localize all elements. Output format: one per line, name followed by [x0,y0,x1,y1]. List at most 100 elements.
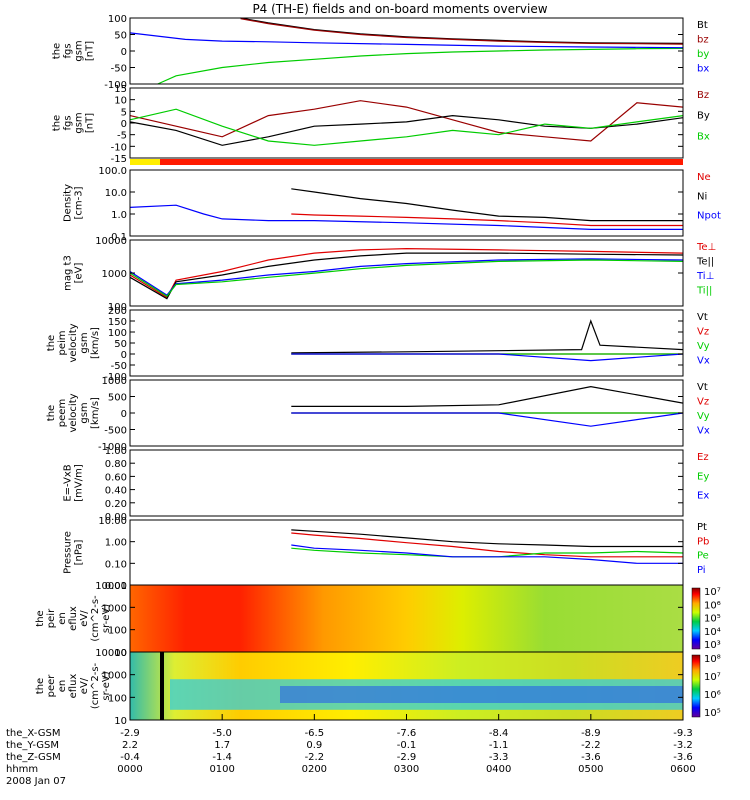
colorbar-tick: 10⁷ [704,672,721,683]
y-axis-label-line: gsm [74,112,85,133]
x-axis-value: -9.3 [673,728,693,739]
series-line-ti- [129,258,684,296]
y-axis-label-line: [km/s] [90,327,101,359]
legend-entry: Pi [697,565,706,576]
colorbar-tick: 10⁴ [704,627,721,638]
y-tick-label: 100 [108,302,127,313]
x-axis-value: 0600 [670,764,695,775]
y-axis-label-line: velocity [68,323,79,362]
y-tick-label: -50 [111,64,127,75]
y-tick-label: 1000 [102,376,127,387]
y-tick-label: 10.00 [98,516,127,527]
y-axis-label: E=-VxB[mV/m] [63,464,85,502]
panels: Btbzbybx100500-50-100thefgsgsm[nT]BzByBx… [35,14,721,727]
y-tick-label: 1.00 [105,446,127,457]
y-tick-label: 1000 [102,603,127,614]
panel-10: 10⁸10⁷10⁶10⁵10000100010010thepeereneflux… [35,648,721,727]
y-tick-label: 0.20 [105,499,127,510]
y-axis-label-line: Pressure [63,531,74,574]
y-tick-label: 10 [114,716,127,727]
x-axis-value: 0100 [209,764,234,775]
series-line-pi [291,544,683,564]
y-axis-label-line: [nT] [85,41,96,61]
legend-entry: Bx [697,131,710,142]
x-axis-value: 2.2 [122,740,138,751]
y-tick-label: -500 [104,426,127,437]
y-tick-label: -5 [117,131,127,142]
legend-entry: bz [697,35,709,46]
series-line-bz [240,18,684,45]
legend-entry: Ti⊥ [696,271,714,282]
y-tick-label: 1.0 [111,210,127,221]
legend-entry: Pt [697,522,707,533]
colorbar-tick: 10⁷ [704,587,721,598]
legend-entry: Bt [697,20,708,31]
y-axis-label-line: mag t3 [63,255,74,291]
y-axis-label-line: fgs [63,43,74,58]
colorbar [691,587,701,650]
y-axis-label-line: E=-VxB [63,464,74,501]
y-axis-label: thepeemvelocitygsm[km/s] [46,393,101,432]
figure-title: P4 (TH-E) fields and on-board moments ov… [252,2,547,16]
legend-entry: Vt [697,312,708,323]
series-line-pb [291,532,683,558]
y-axis-label: Density[cm-3] [63,184,85,222]
y-tick-label: -15 [111,154,127,165]
y-tick-label: -1000 [98,442,127,453]
y-tick-label: 10 [114,648,127,659]
y-tick-label: 100 [108,693,127,704]
series-line-vx [291,412,684,427]
x-axis-value: -3.2 [673,740,693,751]
series-line-by [129,114,684,146]
y-tick-label: 100.0 [98,166,127,177]
x-axis-value: -0.1 [397,740,417,751]
y-tick-label: 0.00 [105,512,127,523]
colorbar-tick: 10⁸ [704,654,721,665]
y-axis-label-line: [nPa] [74,539,85,565]
y-tick-label: -50 [111,361,127,372]
status-bar-active [160,159,683,165]
y-axis-label: Pressure[nPa] [63,531,85,574]
y-axis-label-line: Density [63,184,74,222]
x-axis-value: 1.7 [214,740,230,751]
x-axis-row-label: the_X-GSM [6,728,60,739]
x-axis-value: -0.4 [120,752,140,763]
x-axis-value: 0400 [486,764,511,775]
x-axis-value: -8.4 [489,728,509,739]
x-axis-value: -3.6 [673,752,693,763]
y-tick-label: 10000 [95,236,127,247]
y-axis-label-line: peir [46,608,57,628]
y-axis-label: thepeirenefluxeV/(cm^2-s-sr-eV) [35,595,112,642]
status-bar-quiet [130,159,160,165]
y-tick-label: 150 [108,317,127,328]
x-axis-value: -5.0 [212,728,232,739]
y-tick-label: 200 [108,306,127,317]
y-tick-label: -100 [104,80,127,91]
panel-6: Vt Vz Vy Vx 1000 500 0 -500 -1000 thepeemvelocity… [46,376,710,453]
y-axis-label-line: the [46,405,57,421]
x-axis-value: 0200 [302,764,327,775]
x-axis-value: -2.2 [305,752,325,763]
panel-1: Bt bz by bx 100 50 0 -50 -100 thefgsgsm[nT] [52,14,710,91]
series-line-bx [129,108,684,146]
x-axis-row-label: hhmm [6,764,38,775]
y-axis-label-line: [nT] [85,113,96,133]
series-line-ti-- [129,259,684,297]
legend-entry: Pb [697,536,709,547]
x-axis-value: 0000 [117,764,142,775]
y-tick-label: 5 [121,107,127,118]
y-tick-label: 500 [108,393,127,404]
series-line-pt [291,529,683,548]
legend-entry: Pe [697,551,709,562]
y-axis-label-line: the [35,610,46,626]
y-axis-label-line: velocity [68,393,79,432]
y-tick-label: 0 [121,119,127,130]
series-line-vt [291,385,684,407]
y-tick-label: 10 [114,96,127,107]
y-axis-label-line: the [35,678,46,694]
y-axis-label-line: [eV] [74,263,85,284]
y-axis-label-line: [cm-3] [74,186,85,219]
